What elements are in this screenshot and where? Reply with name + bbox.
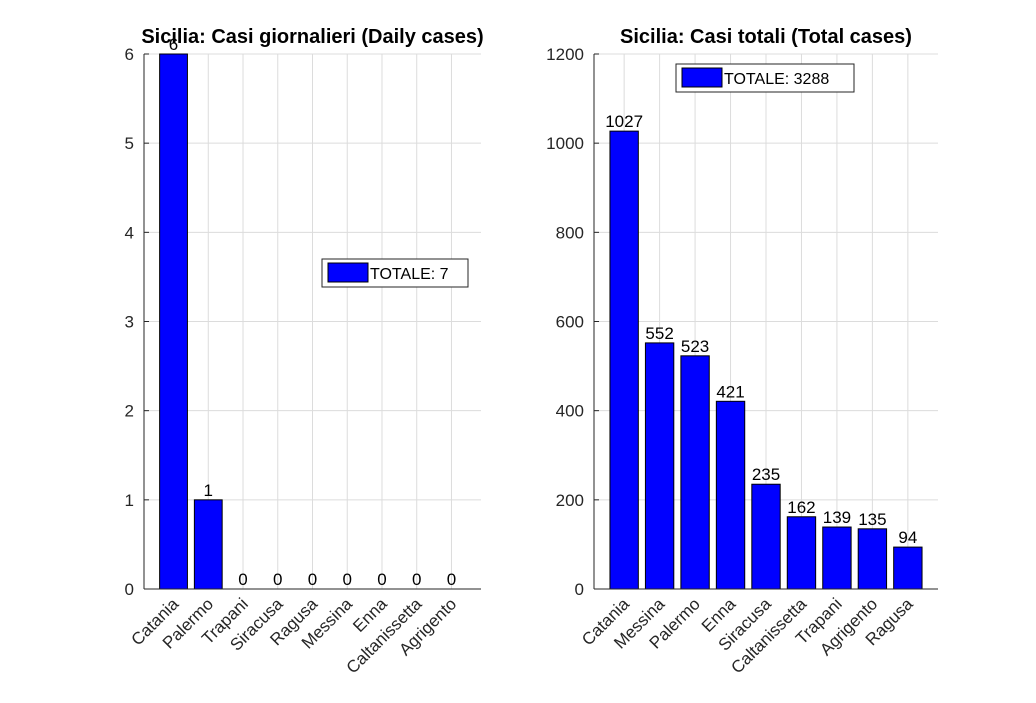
y-tick-label: 2 [125,402,134,421]
bar-ragusa [893,546,923,590]
data-label: 523 [681,337,709,356]
bar-messina [644,342,675,590]
data-label: 0 [412,570,421,589]
data-label: 0 [308,570,317,589]
x-tick-labels: CataniaMessinaPalermoEnnaSiracusaCaltani… [578,594,917,677]
bars [159,53,223,590]
bar-catania [609,130,639,590]
data-label: 135 [858,510,886,529]
y-tick-labels: 0 200 400 600 800 1000 1200 [546,45,599,599]
y-tick-label: 600 [556,313,584,332]
y-tick-label: 0 [575,580,584,599]
data-label: 94 [898,528,917,547]
y-tick-label: 200 [556,491,584,510]
y-tick-labels: 0 1 2 3 4 5 6 [125,45,149,599]
grid [144,53,481,590]
legend-swatch [327,262,369,283]
bar-trapani [822,526,852,590]
data-labels: 6 1 0 0 0 0 0 0 0 [169,35,456,589]
legend: TOTALE: 7 [321,258,469,288]
data-label: 235 [752,465,780,484]
data-label: 0 [238,570,247,589]
bar-agrigento [857,528,888,590]
y-tick-label: 1200 [546,45,584,64]
data-label: 0 [377,570,386,589]
bar-siracusa [751,483,781,590]
y-tick-label: 1000 [546,134,584,153]
data-label: 139 [823,508,851,527]
data-labels: 1027 552 523 421 235 162 139 135 94 [605,112,917,547]
chart-daily-cases: Sicilia: Casi giornalieri (Daily cases) … [125,26,484,677]
y-tick-label: 3 [125,313,134,332]
y-tick-label: 6 [125,45,134,64]
data-label: 1 [204,481,213,500]
data-label: 421 [716,382,744,401]
data-label: 0 [343,570,352,589]
data-label: 1027 [605,112,643,131]
x-tick-labels: CataniaPalermoTrapaniSiracusaRagusaMessi… [127,594,460,677]
y-tick-label: 4 [125,223,134,242]
bar-catania [159,53,188,590]
chart-total-cases: Sicilia: Casi totali (Total cases) 0 200 4… [546,26,938,677]
data-label: 552 [645,324,673,343]
data-label: 0 [273,570,282,589]
bar-enna [715,400,746,590]
legend-swatch [681,67,723,88]
bar-caltanissetta [786,516,817,590]
data-label: 6 [169,35,178,54]
y-tick-label: 800 [556,223,584,242]
data-label: 0 [447,570,456,589]
y-tick-label: 400 [556,402,584,421]
bar-palermo [680,355,710,590]
chart-title: Sicilia: Casi giornalieri (Daily cases) [141,26,483,48]
y-tick-label: 5 [125,134,134,153]
bar-palermo [193,499,223,590]
legend-label: TOTALE: 7 [370,266,449,283]
chart-title: Sicilia: Casi totali (Total cases) [620,26,912,48]
data-label: 162 [787,498,815,517]
bars [609,130,923,590]
legend-label: TOTALE: 3288 [724,71,829,88]
legend: TOTALE: 3288 [675,63,855,93]
y-tick-label: 1 [125,491,134,510]
y-tick-label: 0 [125,580,134,599]
